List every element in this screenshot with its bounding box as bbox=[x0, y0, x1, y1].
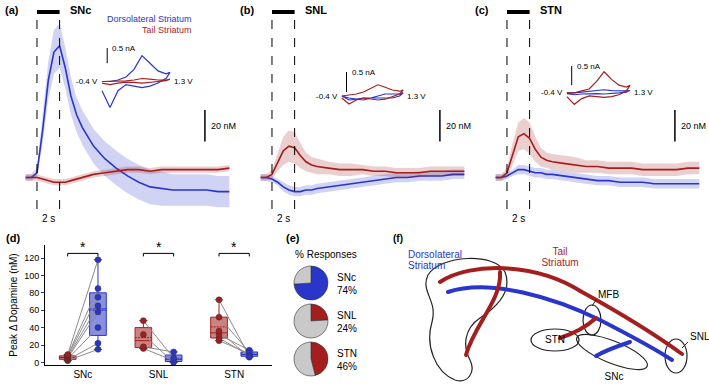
svg-text:20 nM: 20 nM bbox=[446, 121, 471, 131]
svg-text:STN: STN bbox=[224, 369, 244, 380]
svg-text:SNL: SNL bbox=[149, 369, 169, 380]
svg-text:20: 20 bbox=[29, 340, 39, 350]
svg-text:*: * bbox=[231, 239, 237, 255]
svg-text:MFB: MFB bbox=[598, 289, 619, 300]
svg-text:2 s: 2 s bbox=[277, 213, 290, 224]
svg-text:SNL: SNL bbox=[337, 310, 357, 321]
svg-text:SNL: SNL bbox=[690, 331, 709, 342]
svg-text:*: * bbox=[156, 239, 162, 255]
svg-text:0.5 nA: 0.5 nA bbox=[352, 68, 376, 77]
svg-text:Peak Δ Dopamine (nM): Peak Δ Dopamine (nM) bbox=[8, 253, 19, 356]
svg-text:STN: STN bbox=[545, 334, 565, 345]
svg-text:-0.4 V: -0.4 V bbox=[316, 92, 338, 101]
svg-text:0: 0 bbox=[34, 358, 39, 368]
svg-text:*: * bbox=[80, 239, 86, 255]
svg-text:60: 60 bbox=[29, 305, 39, 315]
svg-text:40: 40 bbox=[29, 323, 39, 333]
svg-text:% Responses: % Responses bbox=[295, 249, 357, 260]
svg-text:(c): (c) bbox=[475, 4, 489, 16]
svg-text:SNc: SNc bbox=[337, 272, 356, 283]
svg-text:46%: 46% bbox=[337, 361, 357, 372]
svg-text:TailStriatum: TailStriatum bbox=[541, 246, 578, 268]
svg-text:STN: STN bbox=[337, 348, 357, 359]
svg-text:24%: 24% bbox=[337, 323, 357, 334]
svg-text:SNc: SNc bbox=[605, 371, 624, 382]
svg-text:SNL: SNL bbox=[305, 4, 327, 16]
svg-text:2 s: 2 s bbox=[512, 213, 525, 224]
svg-text:80: 80 bbox=[29, 288, 39, 298]
svg-text:(b): (b) bbox=[240, 4, 254, 16]
svg-text:120: 120 bbox=[24, 253, 39, 263]
svg-text:1.3 V: 1.3 V bbox=[407, 92, 426, 101]
svg-text:SNc: SNc bbox=[73, 369, 92, 380]
svg-text:74%: 74% bbox=[337, 285, 357, 296]
svg-text:(a): (a) bbox=[5, 4, 19, 16]
svg-text:20 nM: 20 nM bbox=[681, 121, 706, 131]
svg-text:0.5 nA: 0.5 nA bbox=[577, 62, 601, 71]
svg-text:(d): (d) bbox=[6, 232, 20, 244]
svg-text:100: 100 bbox=[24, 271, 39, 281]
svg-text:-0.4 V: -0.4 V bbox=[76, 77, 98, 86]
svg-text:Tail Striatum: Tail Striatum bbox=[142, 25, 192, 35]
svg-text:SNc: SNc bbox=[70, 4, 91, 16]
svg-text:1.3 V: 1.3 V bbox=[174, 77, 193, 86]
svg-text:DorsolateralStriatum: DorsolateralStriatum bbox=[408, 249, 462, 271]
svg-text:(e): (e) bbox=[286, 232, 300, 244]
svg-text:20 nM: 20 nM bbox=[211, 121, 236, 131]
svg-text:-0.4 V: -0.4 V bbox=[541, 88, 563, 97]
svg-text:Dorsolateral Striatum: Dorsolateral Striatum bbox=[107, 14, 192, 24]
svg-text:(f): (f) bbox=[393, 233, 403, 244]
svg-text:STN: STN bbox=[540, 4, 562, 16]
svg-text:0.5 nA: 0.5 nA bbox=[112, 44, 136, 53]
svg-text:1.3 V: 1.3 V bbox=[634, 88, 653, 97]
svg-text:2 s: 2 s bbox=[42, 213, 55, 224]
